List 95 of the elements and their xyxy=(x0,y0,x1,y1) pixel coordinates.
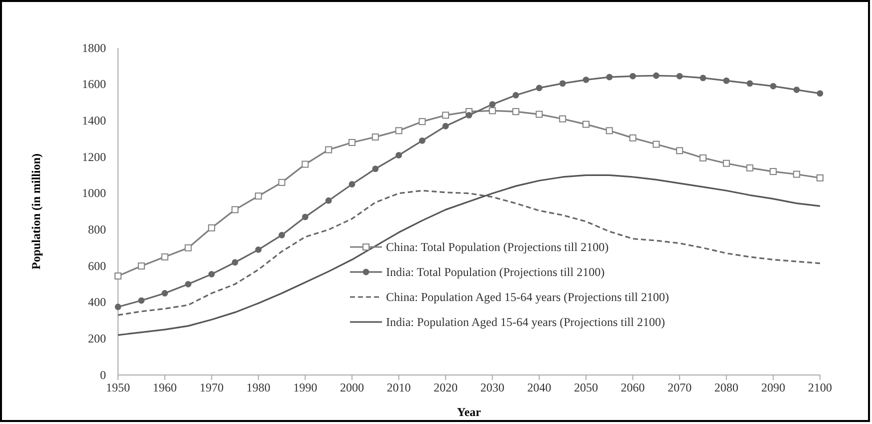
point xyxy=(419,137,426,144)
point xyxy=(512,92,519,98)
point xyxy=(114,304,122,310)
point xyxy=(325,197,332,204)
x-tick-label: 2000 xyxy=(340,380,364,395)
point xyxy=(302,214,308,220)
point xyxy=(372,134,379,141)
point xyxy=(606,74,613,80)
point xyxy=(653,72,660,79)
legend-label: India: Total Population (Projections till 2100) xyxy=(386,265,605,279)
point xyxy=(185,280,192,288)
point xyxy=(652,140,660,148)
y-tick-label: 600 xyxy=(88,258,106,273)
x-tick-label: 2080 xyxy=(714,380,738,395)
point xyxy=(536,84,542,92)
line-series xyxy=(117,174,821,336)
x-tick-label: 2030 xyxy=(480,380,504,395)
x-tick-label: 2070 xyxy=(668,380,692,395)
point xyxy=(348,181,356,188)
point xyxy=(161,253,168,260)
point xyxy=(232,206,238,214)
point xyxy=(396,152,402,158)
point xyxy=(255,246,262,253)
point xyxy=(395,127,402,134)
y-tick-label: 1000 xyxy=(82,186,106,200)
y-tick-label: 1400 xyxy=(82,114,106,128)
point xyxy=(208,224,216,232)
point xyxy=(489,101,496,108)
point xyxy=(722,160,730,167)
x-tick-label: 1950 xyxy=(106,380,130,395)
y-tick-label: 1800 xyxy=(82,40,106,55)
point xyxy=(582,120,590,128)
x-tick-label: 1960 xyxy=(152,380,177,395)
point xyxy=(700,154,706,162)
point xyxy=(746,80,753,87)
y-tick-label: 1600 xyxy=(82,77,106,92)
point xyxy=(418,118,426,126)
point xyxy=(232,259,238,266)
y-axis-title: Population (in million) xyxy=(29,153,43,270)
point xyxy=(676,72,683,80)
point xyxy=(184,244,192,252)
point xyxy=(278,178,286,186)
point xyxy=(606,127,613,134)
point xyxy=(723,78,730,84)
point xyxy=(348,138,356,146)
point xyxy=(208,270,215,278)
y-tick-label: 1200 xyxy=(82,150,106,164)
x-tick-label: 2100 xyxy=(808,380,832,395)
x-tick-label: 2010 xyxy=(386,380,411,395)
y-tick-label: 0 xyxy=(100,368,106,382)
point xyxy=(372,166,379,172)
point xyxy=(700,74,706,82)
point xyxy=(770,168,777,176)
point xyxy=(488,107,496,114)
y-tick-label: 400 xyxy=(88,295,106,310)
point xyxy=(816,90,824,97)
point xyxy=(466,112,472,118)
point xyxy=(630,72,636,80)
point xyxy=(559,115,566,122)
point xyxy=(512,108,520,116)
point xyxy=(325,146,332,154)
point xyxy=(278,232,285,238)
point xyxy=(770,82,776,90)
x-tick-label: 2060 xyxy=(620,380,645,395)
legend-label: China: Total Population (Projections till 2100) xyxy=(386,240,609,254)
point xyxy=(559,80,566,87)
point xyxy=(793,86,800,93)
point xyxy=(254,192,262,200)
legend-label: India: Population Aged 15-64 years (Projections till 2100) xyxy=(386,315,665,329)
y-tick-label: 200 xyxy=(88,332,106,346)
x-tick-label: 1970 xyxy=(200,380,224,395)
x-tick-label: 2090 xyxy=(761,380,786,395)
x-tick-label: 1990 xyxy=(293,380,318,395)
point xyxy=(302,160,309,168)
line-series xyxy=(117,190,821,316)
legend-label: China: Population Aged 15-64 years (Projections till 2100) xyxy=(386,290,669,304)
point xyxy=(676,147,684,154)
point xyxy=(162,290,168,296)
point xyxy=(536,110,543,118)
x-axis-title: Year xyxy=(457,405,482,419)
point xyxy=(746,164,754,172)
point xyxy=(442,112,450,119)
point xyxy=(629,134,636,142)
point xyxy=(793,170,800,178)
point xyxy=(442,122,449,130)
x-tick-label: 1980 xyxy=(246,380,270,395)
x-tick-label: 2040 xyxy=(527,380,552,395)
point xyxy=(114,272,122,280)
point xyxy=(138,297,145,304)
x-tick-label: 2050 xyxy=(574,380,598,395)
point xyxy=(582,76,590,83)
y-tick-label: 800 xyxy=(88,222,106,237)
x-tick-label: 2020 xyxy=(434,380,458,395)
point xyxy=(138,262,145,270)
point xyxy=(816,174,824,182)
